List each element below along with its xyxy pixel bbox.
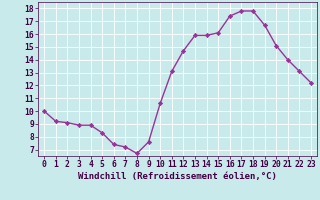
X-axis label: Windchill (Refroidissement éolien,°C): Windchill (Refroidissement éolien,°C) [78, 172, 277, 181]
